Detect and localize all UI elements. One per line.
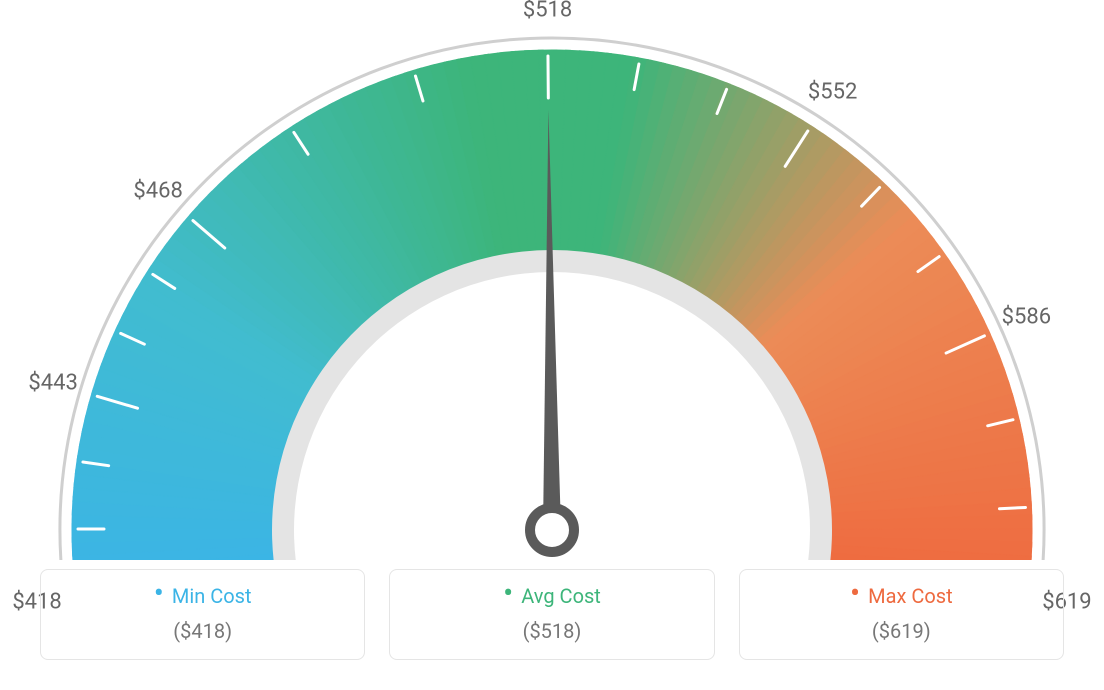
gauge-tick-label: $586 — [1002, 305, 1051, 330]
legend-label-max: Max Cost — [868, 584, 953, 608]
gauge-tick-label: $443 — [28, 371, 77, 396]
legend-value-max: ($619) — [752, 619, 1051, 643]
legend-label-min: Min Cost — [172, 584, 252, 608]
legend-label-avg: Avg Cost — [521, 584, 601, 608]
legend-card-min: Min Cost ($418) — [40, 569, 365, 660]
legend-value-min: ($418) — [53, 619, 352, 643]
legend-title-avg: Avg Cost — [503, 584, 601, 608]
gauge-svg — [0, 0, 1104, 560]
legend-card-avg: Avg Cost ($518) — [389, 569, 714, 660]
legend-title-min: Min Cost — [154, 584, 252, 608]
legend-title-max: Max Cost — [850, 584, 953, 608]
gauge-tick-label: $552 — [808, 80, 857, 105]
legend-value-avg: ($518) — [402, 619, 701, 643]
cost-gauge: $418$443$468$518$552$586$619 — [0, 0, 1104, 560]
gauge-tick-label: $518 — [523, 0, 572, 23]
legend-card-max: Max Cost ($619) — [739, 569, 1064, 660]
legend-row: Min Cost ($418) Avg Cost ($518) Max Cost… — [40, 569, 1064, 660]
gauge-tick-label: $468 — [133, 178, 182, 203]
